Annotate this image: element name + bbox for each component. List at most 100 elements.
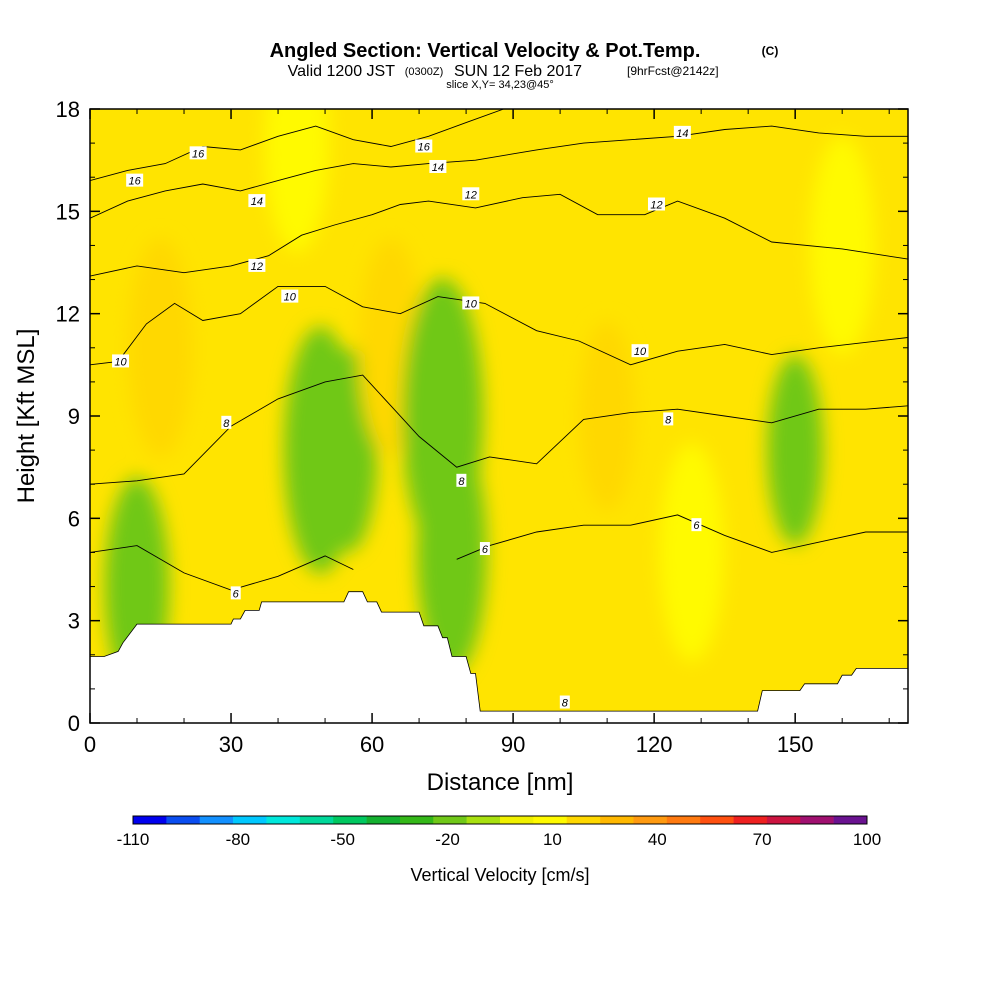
velocity-cell: [659, 443, 724, 662]
contour-label: 16: [126, 173, 144, 188]
velocity-cell: [401, 278, 484, 554]
x-tick-label: 150: [777, 732, 814, 757]
colorbar-swatch: [433, 816, 467, 824]
valid-date: SUN 12 Feb 2017: [454, 63, 582, 80]
colorbar-swatch: [600, 816, 634, 824]
colorbar-swatch: [500, 816, 534, 824]
contour-label-text: 8: [665, 414, 672, 426]
x-tick-label: 30: [219, 732, 243, 757]
contour-label-bg: [221, 415, 232, 429]
x-tick-label: 60: [360, 732, 384, 757]
colorbar-swatch: [700, 816, 734, 824]
y-tick-label: 9: [68, 404, 80, 429]
colorbar-tick-label: -20: [435, 830, 460, 849]
contour-label-text: 10: [114, 356, 127, 368]
colorbar-swatch: [166, 816, 201, 824]
contour-label-bg: [429, 159, 447, 173]
y-tick-label: 0: [68, 711, 80, 736]
colorbar-swatch: [199, 816, 234, 824]
contour-label: 6: [691, 518, 702, 532]
colorbar-swatch: [266, 816, 301, 824]
colorbar-swatch: [800, 816, 834, 824]
velocity-cell: [809, 136, 875, 355]
contour-label: 10: [462, 296, 480, 310]
terrain-mask: [90, 591, 908, 723]
contour-label: 10: [112, 354, 130, 368]
colorbar-swatch: [666, 816, 701, 824]
contour-label-bg: [631, 344, 649, 358]
contour-label-bg: [462, 296, 480, 310]
contour-label-text: 6: [233, 588, 240, 600]
contour-label: 8: [559, 695, 570, 710]
colorbar-tick-label: -80: [226, 830, 251, 849]
contour-label-text: 12: [251, 261, 263, 273]
velocity-field: [104, 109, 875, 696]
contour-label: 8: [663, 412, 674, 426]
valid-prefix: Valid 1200 JST: [288, 63, 396, 80]
isentrope-14: [90, 125, 908, 219]
contour-label-bg: [647, 197, 665, 211]
colorbar-swatch: [633, 816, 668, 824]
velocity-cell: [128, 238, 193, 458]
colorbar: -110 -80 -50 -20 10 40 70 100: [117, 815, 881, 849]
isentrope-10: [90, 285, 908, 366]
contour-label: 12: [647, 197, 665, 212]
colorbar-swatch: [533, 816, 568, 824]
y-tick-label: 3: [68, 609, 80, 634]
contour-label: 14: [248, 194, 266, 208]
contour-label-bg: [663, 412, 674, 426]
y-tick-label: 6: [68, 506, 80, 531]
colorbar-tick-label: 70: [753, 830, 772, 849]
isentropes: [90, 109, 908, 591]
colorbar-swatch: [133, 816, 167, 824]
x-tick-label: 90: [501, 732, 525, 757]
contour-label: 14: [429, 159, 447, 174]
contour-label-bg: [126, 173, 144, 187]
isentrope-6: [456, 514, 908, 560]
contour-label: 8: [456, 473, 467, 488]
colorbar-swatch: [833, 816, 868, 824]
contour-label-text: 10: [465, 298, 478, 310]
contour-label-bg: [673, 125, 691, 139]
contour-label-text: 10: [634, 346, 647, 358]
contour-label-text: 16: [129, 176, 142, 188]
contour-label-text: 6: [693, 520, 700, 532]
colorbar-tick-label: -110: [117, 830, 150, 849]
contour-label-text: 8: [458, 476, 465, 488]
contour-label-bg: [415, 139, 433, 153]
isentrope-8: [90, 374, 908, 485]
forecast-label: [9hrFcst@2142z]: [627, 64, 719, 78]
colorbar-swatch: [766, 816, 801, 824]
contour-label: 10: [281, 289, 299, 304]
isentrope-12: [90, 193, 908, 277]
velocity-blobs: [104, 109, 875, 696]
velocity-cell: [264, 109, 330, 253]
colorbar-tick-label: 10: [543, 830, 562, 849]
y-tick-label: 12: [56, 302, 80, 327]
contour-label-text: 12: [465, 189, 477, 201]
contour-label: 12: [248, 258, 266, 273]
contour-label-bg: [189, 146, 207, 160]
contour-label-bg: [456, 473, 467, 487]
contour-label: 6: [230, 586, 241, 600]
y-tick-label: 18: [56, 97, 80, 122]
colorbar-swatch: [566, 816, 601, 824]
isentrope-16: [90, 109, 504, 182]
colorbar-swatch: [233, 816, 267, 824]
contour-label-text: 14: [432, 162, 444, 174]
copyright-mark: (C): [762, 44, 779, 58]
contour-label-text: 8: [562, 698, 569, 710]
colorbar-label: Vertical Velocity [cm/s]: [410, 865, 589, 885]
contour-label: 16: [415, 139, 433, 154]
contour-label: 12: [462, 187, 480, 201]
slice-label: slice X,Y= 34,23@45°: [446, 79, 554, 91]
contour-label-text: 8: [223, 418, 230, 430]
contour-label-bg: [479, 542, 490, 556]
axes: 0 30 60 90 120 150 0 3 6 9 12 15 18: [56, 97, 908, 757]
contour-label: 10: [631, 344, 649, 358]
contour-label-text: 14: [251, 196, 263, 208]
chart-title: Angled Section: Vertical Velocity & Pot.…: [270, 40, 701, 62]
contour-label-text: 16: [418, 142, 431, 154]
colorbar-swatch: [733, 816, 768, 824]
